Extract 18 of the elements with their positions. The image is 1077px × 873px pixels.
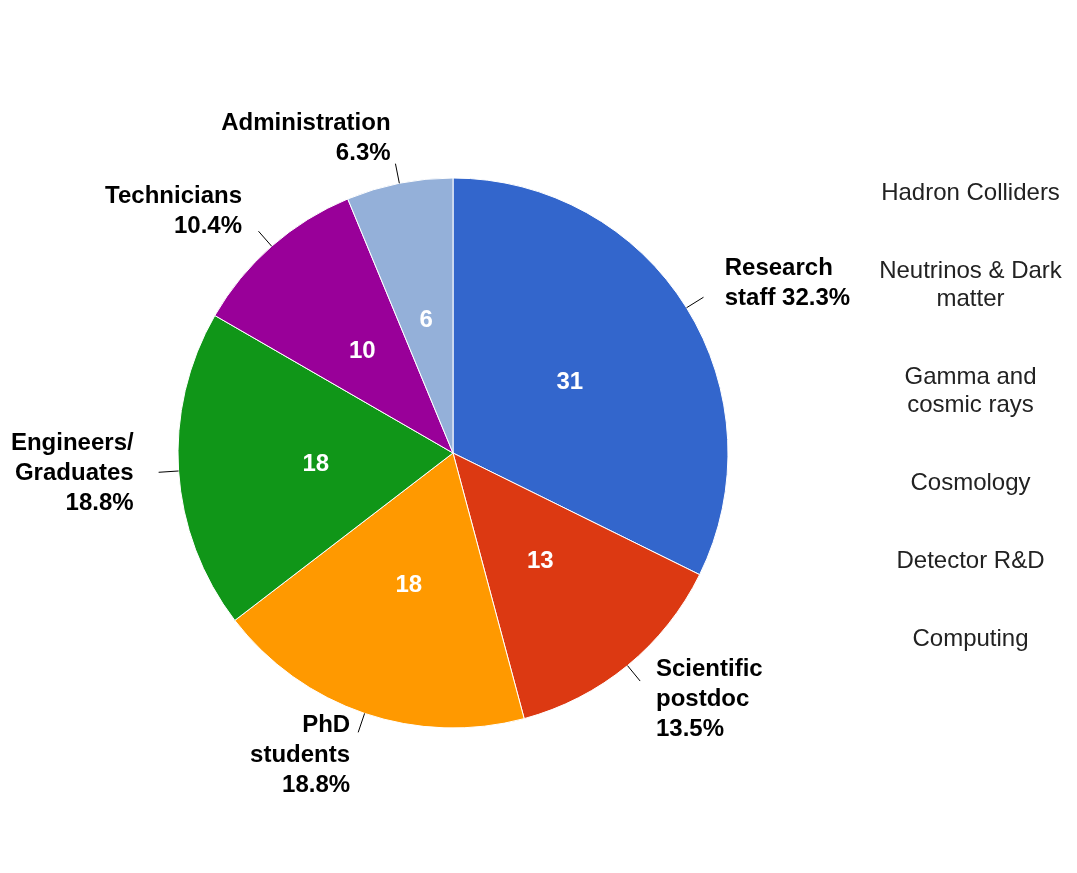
- text: Computing: [911, 624, 1030, 652]
- slice-label: PhD students 18.8%: [250, 710, 351, 798]
- text: Gamma and cosmic rays: [903, 362, 1038, 418]
- slice-label: Administration 6.3%: [221, 108, 391, 166]
- text: Hadron Colliders: [880, 178, 1061, 206]
- slice-label: Research staff 32.3%: [724, 253, 851, 311]
- data-label: 18: [302, 448, 330, 476]
- text: Cosmology: [909, 468, 1032, 496]
- slice-label: Technicians 10.4%: [105, 181, 243, 239]
- slice-label: Scientific postdoc 13.5%: [656, 654, 763, 742]
- data-label: 6: [419, 304, 433, 332]
- text: Detector R&D: [895, 546, 1046, 574]
- data-label: 13: [526, 545, 554, 573]
- slice-label: Engineers/Graduates 18.8%: [10, 428, 135, 516]
- text: Neutrinos & Dark matter: [878, 256, 1063, 312]
- data-label: 31: [556, 366, 584, 394]
- data-label: 18: [395, 569, 423, 597]
- data-label: 10: [348, 336, 376, 364]
